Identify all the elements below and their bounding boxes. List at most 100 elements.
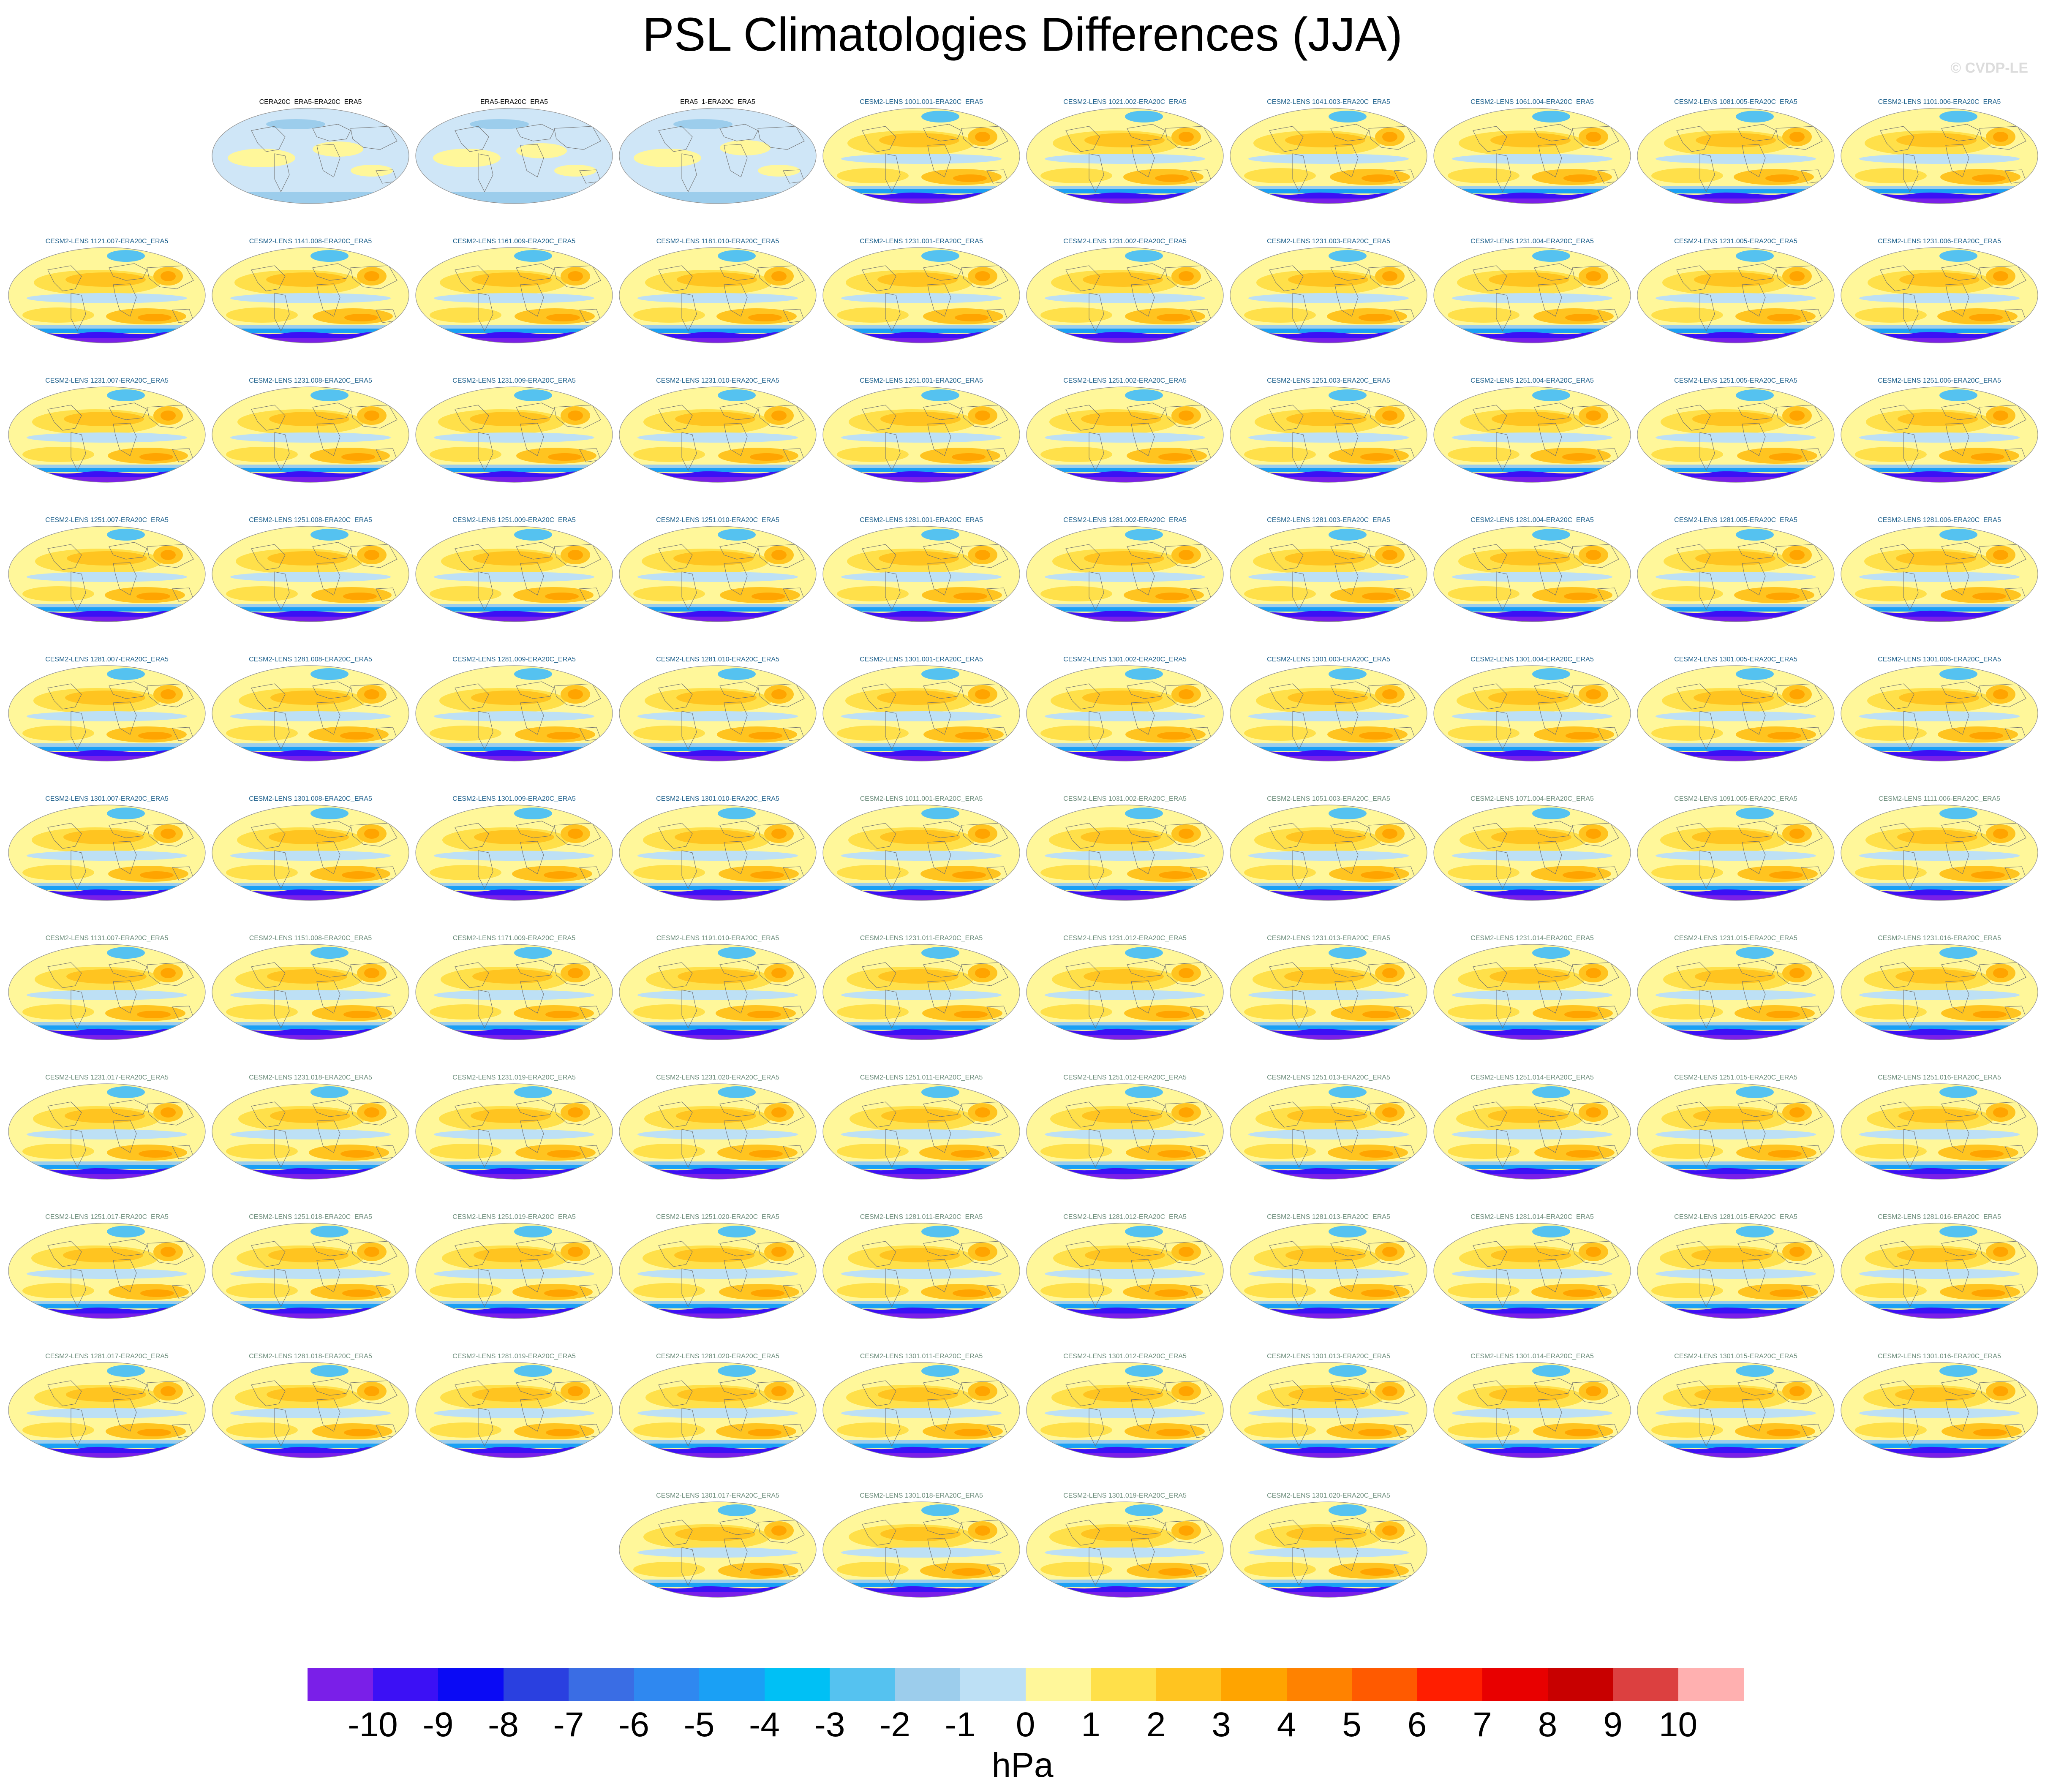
map-panel: CESM2-LENS 1301.010-ERA20C_ERA5 [616, 795, 820, 934]
panel-title: CESM2-LENS 1231.011-ERA20C_ERA5 [860, 935, 983, 942]
panel-title: CESM2-LENS 1251.010-ERA20C_ERA5 [656, 517, 779, 524]
map-panel: CESM2-LENS 1011.001-ERA20C_ERA5 [820, 795, 1023, 934]
panel-title: CESM2-LENS 1231.017-ERA20C_ERA5 [45, 1074, 169, 1081]
colorbar-swatch [373, 1668, 438, 1701]
map-panel: CESM2-LENS 1281.004-ERA20C_ERA5 [1430, 516, 1634, 655]
psl-difference-map [1637, 944, 1835, 1040]
colorbar-swatch [1221, 1668, 1287, 1701]
psl-difference-map [212, 386, 409, 483]
map-panel: CESM2-LENS 1251.006-ERA20C_ERA5 [1838, 377, 2041, 516]
panel-title: CESM2-LENS 1171.009-ERA20C_ERA5 [452, 935, 576, 942]
panel-title: CESM2-LENS 1301.018-ERA20C_ERA5 [860, 1492, 983, 1499]
map-panel: CESM2-LENS 1231.014-ERA20C_ERA5 [1430, 934, 1634, 1074]
panel-title: CESM2-LENS 1231.003-ERA20C_ERA5 [1267, 238, 1390, 245]
panel-title: CESM2-LENS 1251.008-ERA20C_ERA5 [249, 517, 372, 524]
psl-difference-map [822, 944, 1020, 1040]
psl-difference-map [822, 1083, 1020, 1180]
panel-title: CESM2-LENS 1231.005-ERA20C_ERA5 [1674, 238, 1797, 245]
map-panel: CESM2-LENS 1231.017-ERA20C_ERA5 [5, 1074, 209, 1213]
colorbar-tick-label: -2 [880, 1705, 910, 1744]
panel-title: CESM2-LENS 1021.002-ERA20C_ERA5 [1063, 98, 1187, 106]
map-panel: CESM2-LENS 1231.013-ERA20C_ERA5 [1227, 934, 1430, 1074]
psl-difference-map [8, 1362, 206, 1458]
panel-title: CESM2-LENS 1051.003-ERA20C_ERA5 [1267, 795, 1390, 802]
map-panel: CESM2-LENS 1281.016-ERA20C_ERA5 [1838, 1213, 2041, 1352]
psl-difference-map [1433, 247, 1631, 343]
map-panel: CESM2-LENS 1231.016-ERA20C_ERA5 [1838, 934, 2041, 1074]
colorbar-tick-label: -10 [348, 1705, 398, 1744]
colorbar-swatch [699, 1668, 765, 1701]
panel-title: CESM2-LENS 1301.019-ERA20C_ERA5 [1063, 1492, 1187, 1499]
map-panel: CESM2-LENS 1251.018-ERA20C_ERA5 [209, 1213, 412, 1352]
map-panel: CESM2-LENS 1301.002-ERA20C_ERA5 [1023, 655, 1227, 795]
map-panel: CESM2-LENS 1251.005-ERA20C_ERA5 [1634, 377, 1838, 516]
map-panel: CESM2-LENS 1021.002-ERA20C_ERA5 [1023, 98, 1227, 237]
map-panel: CESM2-LENS 1091.005-ERA20C_ERA5 [1634, 795, 1838, 934]
psl-difference-map [212, 1362, 409, 1458]
psl-difference-map [1026, 944, 1224, 1040]
colorbar-swatch [1613, 1668, 1679, 1701]
colorbar-swatch [503, 1668, 569, 1701]
map-panel: CESM2-LENS 1231.019-ERA20C_ERA5 [412, 1074, 616, 1213]
psl-difference-map [212, 1223, 409, 1319]
psl-difference-map [1026, 526, 1224, 622]
map-panel: CESM2-LENS 1101.006-ERA20C_ERA5 [1838, 98, 2041, 237]
panel-title: CESM2-LENS 1281.002-ERA20C_ERA5 [1063, 517, 1187, 524]
map-panel: CESM2-LENS 1251.003-ERA20C_ERA5 [1227, 377, 1430, 516]
map-panel: CESM2-LENS 1301.006-ERA20C_ERA5 [1838, 655, 2041, 795]
psl-difference-map [1841, 944, 2038, 1040]
panel-title: CESM2-LENS 1251.017-ERA20C_ERA5 [45, 1213, 169, 1221]
panel-title: CESM2-LENS 1231.009-ERA20C_ERA5 [452, 377, 576, 384]
map-panel: CESM2-LENS 1231.005-ERA20C_ERA5 [1634, 237, 1838, 377]
panel-title: CESM2-LENS 1251.009-ERA20C_ERA5 [452, 517, 576, 524]
panel-title: CESM2-LENS 1281.003-ERA20C_ERA5 [1267, 517, 1390, 524]
watermark: © CVDP-LE [1950, 60, 2028, 76]
map-panel: CESM2-LENS 1281.010-ERA20C_ERA5 [616, 655, 820, 795]
map-panel: CESM2-LENS 1081.005-ERA20C_ERA5 [1634, 98, 1838, 237]
colorbar-tick-label: -3 [814, 1705, 845, 1744]
map-panel: CESM2-LENS 1281.007-ERA20C_ERA5 [5, 655, 209, 795]
map-panel: CESM2-LENS 1251.010-ERA20C_ERA5 [616, 516, 820, 655]
map-panel: CESM2-LENS 1251.013-ERA20C_ERA5 [1227, 1074, 1430, 1213]
panel-title: CESM2-LENS 1251.015-ERA20C_ERA5 [1674, 1074, 1797, 1081]
panel-title: ERA5_1-ERA20C_ERA5 [680, 98, 755, 106]
colorbar-tick-label: -8 [488, 1705, 519, 1744]
psl-difference-map [822, 386, 1020, 483]
psl-difference-map [8, 944, 206, 1040]
psl-difference-map [1433, 665, 1631, 761]
panel-title: CESM2-LENS 1101.006-ERA20C_ERA5 [1878, 98, 2001, 106]
panel-title: CESM2-LENS 1251.019-ERA20C_ERA5 [452, 1213, 576, 1221]
map-panel: CESM2-LENS 1301.005-ERA20C_ERA5 [1634, 655, 1838, 795]
map-panel: CESM2-LENS 1281.002-ERA20C_ERA5 [1023, 516, 1227, 655]
map-panel: CESM2-LENS 1301.012-ERA20C_ERA5 [1023, 1352, 1227, 1492]
map-panel: CESM2-LENS 1281.008-ERA20C_ERA5 [209, 655, 412, 795]
panel-title: CESM2-LENS 1281.004-ERA20C_ERA5 [1470, 517, 1594, 524]
psl-difference-map [212, 247, 409, 343]
map-panel: CESM2-LENS 1251.002-ERA20C_ERA5 [1023, 377, 1227, 516]
panel-title: CESM2-LENS 1301.009-ERA20C_ERA5 [452, 795, 576, 802]
map-panel: CESM2-LENS 1231.020-ERA20C_ERA5 [616, 1074, 820, 1213]
panel-title: CESM2-LENS 1281.019-ERA20C_ERA5 [452, 1353, 576, 1360]
psl-difference-map [1026, 108, 1224, 204]
map-panel: CESM2-LENS 1231.015-ERA20C_ERA5 [1634, 934, 1838, 1074]
psl-difference-map [1230, 526, 1427, 622]
panel-title: CESM2-LENS 1141.008-ERA20C_ERA5 [249, 238, 372, 245]
panel-title: CESM2-LENS 1011.001-ERA20C_ERA5 [860, 795, 983, 802]
colorbar-tick-label: 9 [1603, 1705, 1623, 1744]
map-panel: CESM2-LENS 1301.017-ERA20C_ERA5 [616, 1492, 820, 1631]
panel-title: CESM2-LENS 1281.014-ERA20C_ERA5 [1470, 1213, 1594, 1221]
panel-title: CESM2-LENS 1281.011-ERA20C_ERA5 [860, 1213, 983, 1221]
psl-difference-map [8, 805, 206, 901]
colorbar-tick-label: 1 [1081, 1705, 1100, 1744]
panel-title: CESM2-LENS 1301.020-ERA20C_ERA5 [1267, 1492, 1390, 1499]
psl-difference-map [1637, 1083, 1835, 1180]
psl-difference-map [619, 665, 817, 761]
psl-difference-map [1230, 108, 1427, 204]
psl-difference-map [822, 665, 1020, 761]
psl-difference-map [8, 247, 206, 343]
panel-title: CESM2-LENS 1251.016-ERA20C_ERA5 [1878, 1074, 2001, 1081]
colorbar-swatch [1091, 1668, 1157, 1701]
colorbar-swatch [830, 1668, 896, 1701]
psl-difference-map [1841, 1362, 2038, 1458]
map-panel: CESM2-LENS 1301.018-ERA20C_ERA5 [820, 1492, 1023, 1631]
